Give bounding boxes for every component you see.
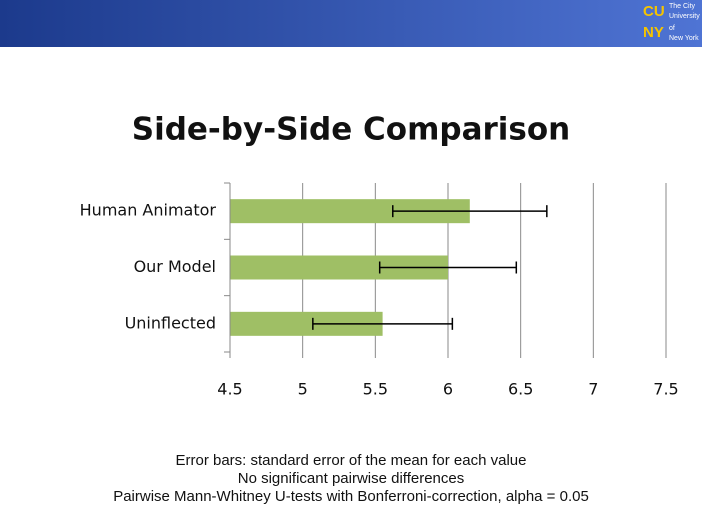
y-tick-label: Human Animator: [80, 201, 217, 220]
error-bar: [378, 261, 518, 274]
note: No significant pairwise differences: [238, 470, 465, 487]
y-tick-label: Our Model: [134, 257, 216, 276]
x-tick-label: 6.5: [508, 380, 533, 399]
x-tick-label: 4.5: [217, 380, 242, 399]
x-tick-label: 6: [443, 380, 453, 399]
logo-text: of: [669, 25, 675, 32]
logo: CU NY The City University of New York: [643, 3, 700, 42]
logo-mark: CU: [643, 3, 665, 20]
error-bar: [312, 317, 454, 330]
y-tick-label: Uninflected: [125, 313, 216, 332]
chart-title: Side-by-Side Comparison: [132, 112, 570, 148]
note: Error bars: standard error of the mean f…: [175, 452, 526, 469]
x-tick-label: 5.5: [363, 380, 388, 399]
logo-text: New York: [669, 35, 699, 42]
note: Pairwise Mann-Whitney U-tests with Bonfe…: [113, 488, 589, 505]
error-bar: [392, 205, 548, 218]
x-tick-label: 7: [588, 380, 598, 399]
logo-text: University: [669, 13, 700, 20]
logo-mark: NY: [643, 24, 664, 41]
x-tick-label: 5: [298, 380, 308, 399]
header-bar: [0, 0, 702, 47]
x-tick-label: 7.5: [653, 380, 678, 399]
logo-text: The City: [669, 3, 696, 10]
